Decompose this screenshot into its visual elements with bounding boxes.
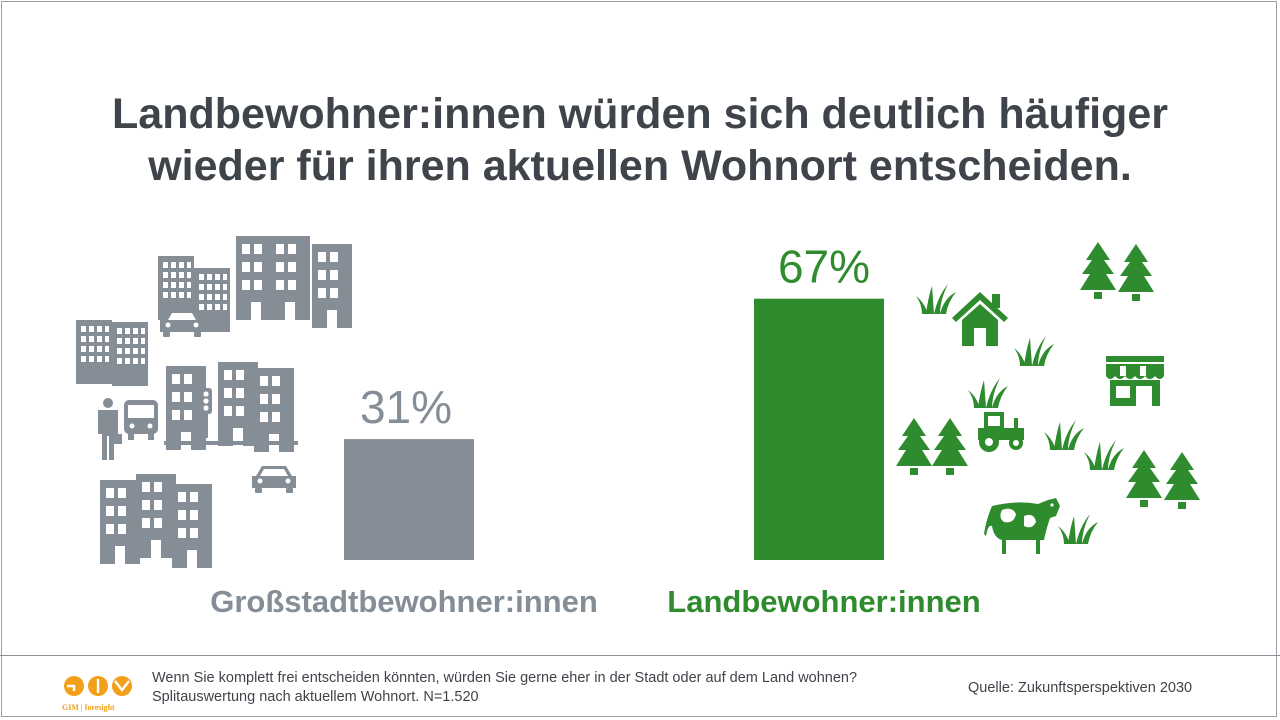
grass-icon xyxy=(1014,336,1054,366)
street-line xyxy=(164,441,298,445)
bar-land xyxy=(754,298,884,560)
businessman-icon xyxy=(98,398,122,460)
gim-logo: GIM | foresight xyxy=(62,676,132,712)
source-text: Quelle: Zukunftsperspektiven 2030 xyxy=(968,680,1193,696)
office-building-icon xyxy=(218,362,258,446)
house-icon xyxy=(952,292,1008,346)
car-icon xyxy=(252,466,296,493)
grass-icon xyxy=(1084,440,1124,470)
bus-icon xyxy=(124,400,158,440)
category-label-land: Landbewohner:innen xyxy=(667,584,980,619)
footer-note: Wenn Sie komplett frei entscheiden könnt… xyxy=(152,669,952,707)
office-building-icon xyxy=(100,480,140,564)
question-text: Wenn Sie komplett frei entscheiden könnt… xyxy=(152,670,858,686)
grass-icon xyxy=(1044,420,1084,450)
grass-icon xyxy=(916,284,956,314)
value-label-grossstadt: 31% xyxy=(360,381,452,433)
slide-title: Landbewohner:innen würden sich deutlich … xyxy=(40,88,1240,192)
title-line-2: wieder für ihren aktuellen Wohnort entsc… xyxy=(148,142,1132,190)
logo-text: GIM | foresight xyxy=(62,703,115,712)
chart-area: 31% Großstadtbewohner:innen 67% Landbewohne… xyxy=(76,236,1200,619)
office-building-icon xyxy=(136,474,176,558)
office-building-icon xyxy=(172,484,212,568)
fir-tree-icon xyxy=(932,418,968,475)
bar-grossstadt xyxy=(344,439,474,560)
fir-tree-icon xyxy=(1118,244,1154,301)
grass-icon xyxy=(968,378,1008,408)
shop-icon xyxy=(1106,356,1164,406)
cow-icon xyxy=(984,498,1060,554)
office-building-icon xyxy=(112,322,148,386)
category-label-grossstadt: Großstadtbewohner:innen xyxy=(210,584,598,619)
title-line-1: Landbewohner:innen würden sich deutlich … xyxy=(112,90,1168,138)
fir-tree-icon xyxy=(896,418,932,475)
footer-divider xyxy=(0,655,1280,656)
fir-tree-icon xyxy=(1080,242,1116,299)
office-building-icon xyxy=(270,236,310,320)
sample-text: Splitauswertung nach aktuellem Wohnort. … xyxy=(152,689,479,705)
tractor-icon xyxy=(978,412,1024,452)
office-building-icon xyxy=(254,368,294,452)
fir-tree-icon xyxy=(1126,450,1162,507)
office-building-icon xyxy=(76,320,112,384)
fir-tree-icon xyxy=(1164,452,1200,509)
value-label-land: 67% xyxy=(778,241,870,293)
grass-icon xyxy=(1058,514,1098,544)
office-building-icon xyxy=(312,244,352,328)
